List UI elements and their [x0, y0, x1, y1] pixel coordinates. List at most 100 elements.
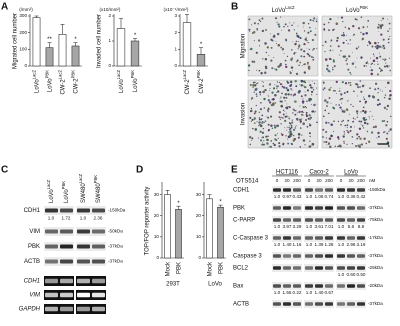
cell — [348, 69, 350, 71]
cell — [386, 108, 388, 111]
cell — [368, 40, 371, 43]
cell — [350, 73, 352, 75]
cell — [325, 130, 328, 133]
cell — [288, 106, 291, 109]
cell — [330, 123, 333, 126]
cell — [275, 43, 277, 45]
band — [92, 229, 105, 234]
band — [60, 292, 73, 298]
band — [283, 254, 291, 258]
y-tick-label: 10 — [196, 234, 202, 239]
cell — [266, 143, 268, 145]
cell — [333, 59, 335, 61]
blot — [76, 206, 106, 215]
band — [283, 218, 291, 222]
cell — [342, 135, 344, 137]
cell — [251, 137, 254, 140]
band — [357, 206, 365, 210]
y-tick-label: 300 — [19, 13, 27, 18]
cell — [367, 94, 371, 98]
cell — [346, 124, 349, 127]
cell — [348, 113, 350, 115]
cell — [294, 113, 297, 116]
band — [305, 284, 313, 288]
cell — [271, 127, 274, 129]
cell — [271, 39, 274, 42]
cell — [302, 101, 305, 104]
cell — [295, 85, 298, 88]
cell — [357, 86, 360, 89]
blot-label: Bax — [233, 284, 243, 290]
cell — [259, 108, 262, 111]
cell — [332, 67, 334, 69]
blot — [76, 257, 106, 266]
cell — [292, 112, 294, 114]
y-unit: (x10/mm²) — [100, 7, 121, 12]
lane-label-sup: PBK — [93, 175, 98, 184]
cell — [278, 111, 281, 114]
cell — [268, 83, 272, 86]
cell — [379, 89, 381, 91]
cell — [323, 28, 326, 31]
blot — [44, 304, 74, 314]
cell — [346, 34, 348, 36]
cell — [315, 28, 317, 30]
lane-label-sup: LacZ — [46, 180, 51, 190]
cell — [380, 33, 383, 36]
cell — [377, 135, 380, 138]
cell — [263, 140, 265, 142]
cell — [272, 142, 275, 145]
cell — [275, 40, 277, 42]
cell — [341, 34, 343, 37]
quant: 1.0 — [274, 290, 281, 295]
band — [357, 266, 365, 270]
y-tick-label: 0 — [174, 63, 177, 68]
lane-label-main: LoVo — [64, 189, 70, 203]
cell — [355, 66, 357, 68]
cell — [288, 116, 290, 118]
x-tick-label: Mock — [165, 261, 171, 276]
band — [293, 302, 301, 306]
quant: 5.6 — [348, 224, 355, 229]
cell — [322, 81, 325, 84]
cell — [293, 109, 296, 112]
cell — [274, 134, 277, 137]
band — [337, 206, 345, 210]
cell — [258, 69, 261, 72]
cell — [311, 143, 314, 145]
cell — [325, 137, 328, 139]
cell — [255, 93, 258, 95]
cell — [313, 103, 316, 107]
y-axis-label: TOP/FOP reporter activity — [145, 187, 151, 256]
cell — [357, 144, 360, 148]
band — [315, 284, 323, 288]
cell — [296, 61, 298, 63]
cell — [364, 111, 367, 114]
blot-label: BCL2 — [233, 266, 249, 272]
bar — [32, 17, 41, 67]
treatment: OTS514 — [236, 179, 259, 185]
cell — [340, 93, 343, 96]
y-tick-label: 3 — [174, 13, 177, 18]
cell — [277, 65, 280, 68]
cell — [341, 81, 344, 84]
quant: 2.36 — [94, 216, 103, 221]
cell — [368, 116, 370, 118]
cell — [303, 55, 306, 58]
cell — [384, 94, 387, 96]
cell — [369, 87, 371, 90]
cell — [374, 41, 377, 45]
mw-marker: -37kDa — [108, 259, 123, 264]
cell — [249, 30, 251, 32]
lane-label: SW480LacZ — [78, 174, 86, 203]
cell — [312, 49, 314, 51]
lane-label: LoVoPBK — [61, 181, 69, 203]
cell — [389, 128, 392, 131]
cell — [277, 43, 281, 47]
cell — [281, 85, 284, 88]
cell — [300, 55, 303, 58]
cell — [294, 127, 297, 129]
x-tick-label: LoVoLacZ — [116, 70, 124, 93]
cell — [297, 136, 300, 139]
cell — [297, 133, 301, 136]
